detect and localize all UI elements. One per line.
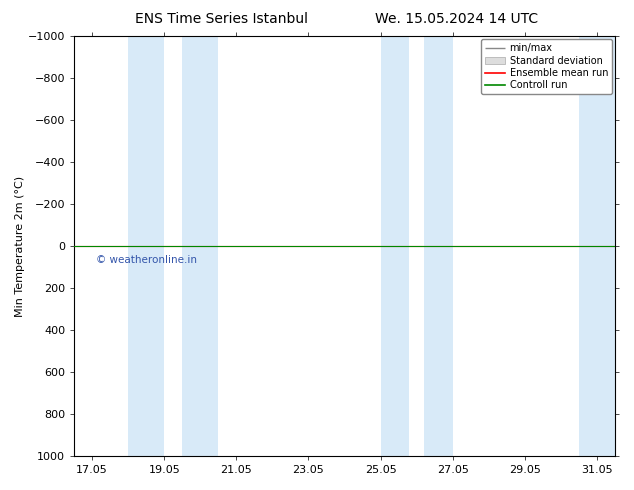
Bar xyxy=(183,36,218,456)
Legend: min/max, Standard deviation, Ensemble mean run, Controll run: min/max, Standard deviation, Ensemble me… xyxy=(481,39,612,94)
Bar xyxy=(579,36,615,456)
Y-axis label: Min Temperature 2m (°C): Min Temperature 2m (°C) xyxy=(15,175,25,317)
Text: ENS Time Series Istanbul: ENS Time Series Istanbul xyxy=(136,12,308,26)
Text: © weatheronline.in: © weatheronline.in xyxy=(96,254,197,265)
Text: We. 15.05.2024 14 UTC: We. 15.05.2024 14 UTC xyxy=(375,12,538,26)
Bar xyxy=(128,36,164,456)
Bar xyxy=(380,36,410,456)
Bar xyxy=(424,36,453,456)
